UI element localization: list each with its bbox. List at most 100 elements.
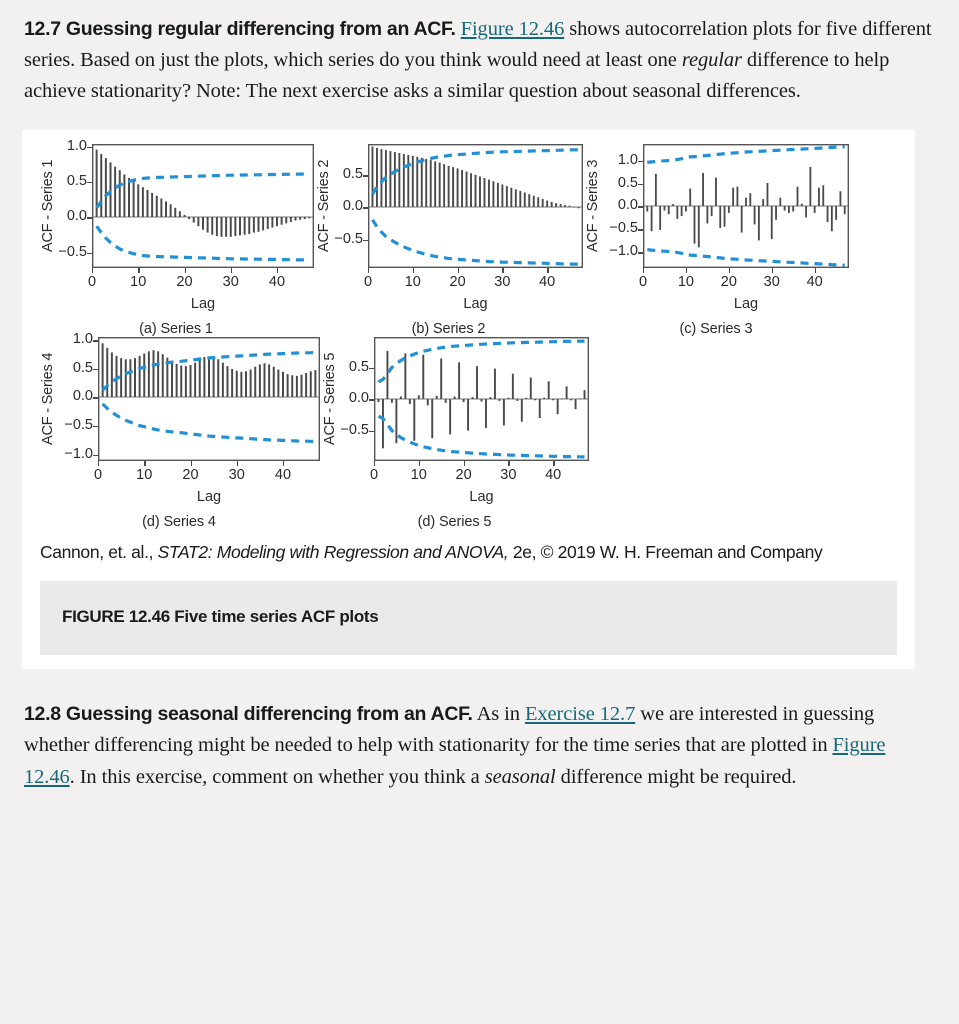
- y-axis-ticks-series1: 1.0 0.5 0.0 −0.5: [58, 138, 92, 268]
- x-tick-label: 40: [806, 274, 823, 291]
- y-axis-ticks-series3: 1.0 0.5 0.0 −0.5 −1.0: [603, 144, 643, 268]
- plot-cell-series1: ACF - Series 1 1.0 0.5 0.0 −0.5 0 10 20 30 40 Lag …: [38, 138, 314, 337]
- y-tick-mark: [363, 207, 368, 209]
- y-tick-mark: [93, 397, 98, 399]
- x-axis-label-series5: Lag: [469, 489, 494, 506]
- y-tick-label: 0.0: [348, 390, 369, 407]
- x-tick-label: 10: [404, 274, 421, 291]
- plot-subcaption-series3: (c) Series 3: [679, 321, 753, 338]
- x-tick-mark: [277, 268, 279, 274]
- exercise-12-8-text-4: difference might be required.: [555, 765, 797, 788]
- x-axis-label-series3: Lag: [733, 296, 759, 313]
- y-tick-label: 0.5: [72, 359, 93, 376]
- document-page: 12.7 Guessing regular differencing from …: [22, 14, 935, 788]
- exercise-12-7-emphasis: regular: [681, 49, 742, 72]
- x-tick-label: 40: [545, 467, 562, 484]
- x-tick-label: 30: [228, 467, 245, 484]
- x-tick-label: 30: [494, 274, 511, 291]
- plot-subcaption-series2: (b) Series 2: [411, 321, 486, 338]
- x-tick-label: 0: [369, 467, 379, 484]
- figure-caption: FIGURE 12.46 Five time series ACF plots: [62, 607, 379, 627]
- y-tick-label: 0.5: [348, 358, 369, 375]
- y-tick-mark: [369, 399, 374, 401]
- x-tick-mark: [368, 268, 370, 274]
- acf-plot-series1: ACF - Series 1 1.0 0.5 0.0 −0.5 0 10 20 30 40 Lag: [38, 138, 314, 313]
- figure-12-46-link-a[interactable]: Figure 12.46: [460, 18, 565, 40]
- y-tick-label: −0.5: [334, 230, 363, 247]
- y-tick-label: −1.0: [609, 243, 638, 260]
- attribution-book-title: STAT2: Modeling with Regression and ANOV…: [157, 542, 509, 563]
- x-tick-mark: [502, 268, 504, 274]
- y-axis-label-series5: ACF - Series 5: [322, 353, 338, 446]
- plot-cell-series2: ACF - Series 2 0.5 0.0 −0.5 0 10 20 30 40 Lag (b)…: [314, 144, 583, 337]
- x-tick-label: 40: [539, 274, 556, 291]
- y-axis-label-series1: ACF - Series 1: [40, 160, 56, 253]
- acf-panel-series3: [643, 144, 849, 269]
- exercise-12-8-text-2: we are interested in guessing whether di…: [24, 703, 875, 757]
- x-tick-mark: [643, 268, 645, 274]
- x-axis-ticks-series2: 0 10 20 30 40: [364, 268, 583, 294]
- x-tick-label: 30: [763, 274, 780, 291]
- x-tick-label: 40: [274, 467, 292, 484]
- y-tick-label: −0.5: [340, 422, 369, 439]
- x-tick-label: 0: [363, 274, 373, 291]
- exercise-12-7-text-2: shows autocorrelation plots for five dif…: [24, 18, 932, 72]
- exercise-12-7-link[interactable]: Exercise 12.7: [524, 703, 636, 726]
- x-tick-mark: [553, 461, 555, 467]
- x-tick-label: 10: [130, 274, 147, 291]
- y-tick-mark: [93, 454, 98, 456]
- acf-panel-series5: [374, 337, 589, 462]
- y-axis-ticks-series2: 0.5 0.0 −0.5: [334, 144, 368, 268]
- x-tick-mark: [98, 461, 100, 467]
- y-tick-mark: [87, 182, 92, 184]
- figure-12-46-link-b[interactable]: Figure 12.46: [24, 734, 886, 788]
- acf-plot-series3: ACF - Series 3 1.0 0.5 0.0 −0.5 −1.0 0 10 20 30 40…: [583, 144, 849, 312]
- confidence-bound-upper: [647, 145, 845, 165]
- y-axis-label-series2: ACF - Series 2: [316, 160, 332, 253]
- y-tick-mark: [87, 146, 92, 148]
- x-tick-label: 40: [268, 274, 286, 291]
- x-axis-ticks-series1: 0 10 20 30 40: [88, 268, 314, 294]
- x-tick-mark: [230, 268, 233, 274]
- x-tick-mark: [412, 268, 415, 274]
- x-tick-mark: [547, 268, 549, 274]
- x-tick-label: 10: [136, 467, 153, 484]
- exercise-12-8-text-3: . In this exercise, comment on whether y…: [69, 765, 485, 788]
- plot-subcaption-series5: (d) Series 5: [417, 514, 492, 531]
- x-tick-label: 20: [182, 467, 199, 484]
- x-tick-mark: [771, 268, 774, 274]
- y-tick-label: −0.5: [609, 220, 638, 237]
- x-axis-label-series2: Lag: [463, 296, 488, 313]
- y-tick-label: −0.5: [64, 417, 93, 434]
- plot-cell-series4: ACF - Series 4 1.0 0.5 0.0 −0.5 −1.0 0 10 20 30 40…: [38, 331, 320, 530]
- exercise-12-7: 12.7 Guessing regular differencing from …: [24, 14, 935, 107]
- y-tick-mark: [369, 367, 374, 370]
- x-tick-label: 10: [677, 274, 694, 291]
- x-tick-mark: [236, 461, 239, 467]
- confidence-bound-lower: [647, 248, 845, 268]
- exercise-12-7-text-3: difference to help achieve stationarity?…: [24, 49, 890, 103]
- x-tick-label: 20: [176, 274, 193, 291]
- y-tick-label: 0.0: [617, 197, 638, 214]
- confidence-bound-upper: [377, 339, 585, 384]
- acf-panel-series2: [368, 144, 583, 269]
- y-tick-label: 0.5: [342, 166, 363, 183]
- x-tick-mark: [418, 461, 421, 467]
- figure-attribution: Cannon, et. al., STAT2: Modeling with Re…: [40, 540, 897, 565]
- y-tick-label: 0.0: [72, 388, 93, 405]
- y-tick-mark: [638, 206, 643, 208]
- x-axis-label-series4: Lag: [196, 489, 222, 506]
- y-tick-mark: [363, 175, 368, 177]
- figure-caption-band: FIGURE 12.46 Five time series ACF plots: [40, 581, 897, 656]
- plot-cell-series5: ACF - Series 5 0.5 0.0 −0.5 0 10 20 30 40 Lag (d)…: [320, 337, 589, 530]
- x-tick-label: 20: [449, 274, 466, 291]
- x-axis-ticks-series4: 0 10 20 30 40: [94, 461, 320, 487]
- x-axis-label-series1: Lag: [190, 296, 216, 313]
- plot-row-top: ACF - Series 1 1.0 0.5 0.0 −0.5 0 10 20 30 40 Lag …: [38, 138, 899, 338]
- acf-plot-series2: ACF - Series 2 0.5 0.0 −0.5 0 10 20 30 40 Lag: [314, 144, 583, 312]
- y-tick-mark: [638, 160, 643, 162]
- y-tick-mark: [369, 431, 374, 433]
- exercise-12-8-emphasis: seasonal: [484, 765, 556, 788]
- x-tick-mark: [92, 268, 94, 274]
- x-tick-mark: [283, 461, 285, 467]
